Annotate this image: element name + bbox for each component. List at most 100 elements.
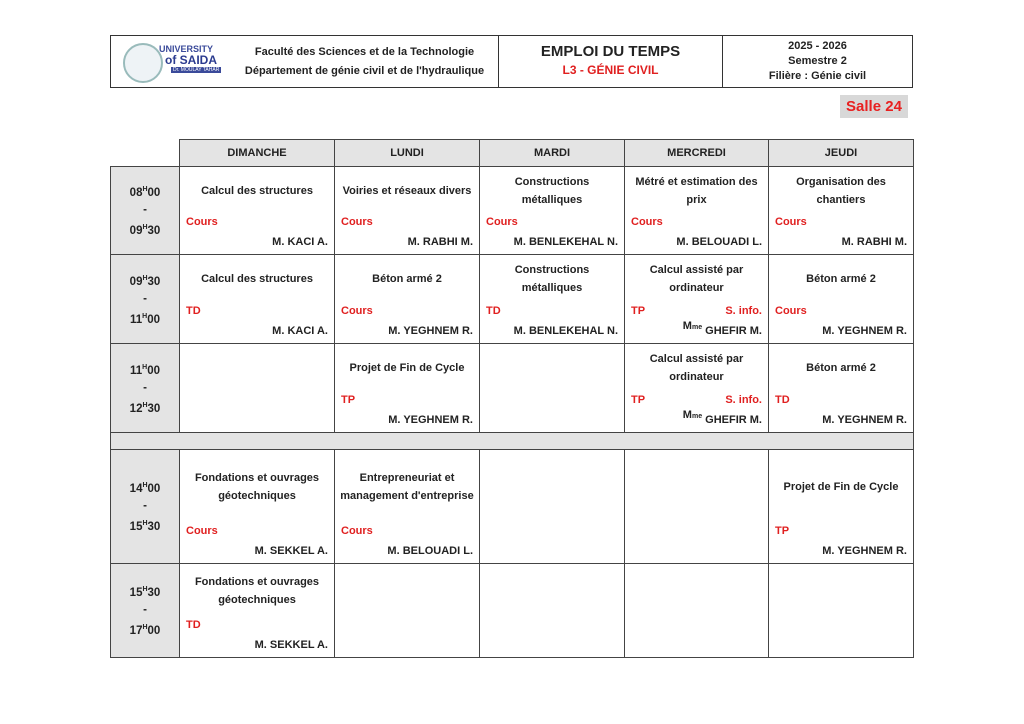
time-start: 08H00 [111, 181, 179, 202]
course-subject: Fondations et ouvrages géotechniques [194, 575, 320, 606]
session-type: Cours [486, 216, 518, 228]
teacher-title: M. [388, 325, 401, 337]
course-subject: Calcul assisté par ordinateur [649, 353, 744, 383]
course-cell: Calcul des structures TD M. KACI A. [179, 254, 335, 344]
session-type: TD [186, 305, 201, 317]
course-subject: Organisation des chantiers [796, 175, 886, 206]
course-subject: Voiries et réseaux divers [342, 184, 472, 197]
empty-cell [624, 449, 769, 564]
course-type-line: TD [480, 301, 624, 321]
time-slot-row: 11H00-12H30 Projet de Fin de Cycle TP M. YE… [110, 343, 914, 433]
course-type-line: TD [180, 301, 334, 321]
page-subtitle: L3 - GÉNIE CIVIL [562, 63, 659, 77]
course-cell: Béton armé 2 Cours M. YEGHNEM R. [334, 254, 480, 344]
teacher-name: SEKKEL A. [269, 639, 328, 651]
teacher: Mme GHEFIR M. [625, 409, 768, 432]
course: Calcul des structures TD M. KACI A. [180, 255, 334, 343]
hour: 09 [129, 224, 143, 237]
teacher-title: M. [676, 236, 689, 248]
teacher-name: RABHI M. [856, 236, 907, 248]
course-cell: Calcul assisté par ordinateur TP S. info. M… [624, 343, 769, 433]
minutes: 30 [147, 224, 161, 237]
course-subject: Fondations et ouvrages géotechniques [194, 471, 320, 502]
empty-cell [479, 449, 625, 564]
course-subject: Constructions métalliques [514, 264, 590, 294]
session-type: TD [486, 305, 501, 317]
hour-marker: H [142, 401, 148, 409]
session-type: Cours [341, 305, 373, 317]
course-subject: Béton armé 2 [806, 362, 876, 374]
minutes: 30 [147, 402, 161, 415]
logo-text: of SAIDA [165, 52, 217, 67]
session-room: S. info. [725, 305, 762, 317]
course-type-line: Cours [769, 212, 913, 232]
session-room: S. info. [725, 394, 762, 406]
teacher-name: BELOUADI L. [691, 236, 762, 248]
teacher-name: KACI A. [287, 236, 328, 248]
hour: 08 [129, 187, 143, 199]
course-subject: Béton armé 2 [806, 273, 876, 285]
course-cell: Constructions métalliques Cours M. BENLEKE… [479, 166, 625, 255]
course-cell: Voiries et réseaux divers Cours M. RABHI M… [334, 166, 480, 255]
course: Projet de Fin de Cycle TP M. YEGHNEM R. [335, 344, 479, 432]
time-separator: - [143, 604, 147, 616]
minutes: 30 [147, 275, 161, 288]
course-type-line: Cours [335, 521, 479, 541]
hour: 15 [129, 587, 143, 599]
hour: 12 [129, 402, 143, 415]
minutes: 30 [147, 520, 161, 533]
time-slot-row: 15H30-17H00 Fondations et ouvrages géotec… [110, 563, 914, 658]
teacher-title: M. [822, 414, 835, 426]
minutes: 00 [147, 364, 161, 377]
minutes: 00 [147, 187, 161, 199]
hour: 11 [129, 313, 143, 326]
teacher-name: YEGHNEM R. [403, 325, 473, 337]
teacher-title: M. [387, 545, 400, 557]
page-title: EMPLOI DU TEMPS [540, 43, 681, 60]
teacher-title: M. [513, 236, 526, 248]
day-header-jeudi: JEUDI [768, 139, 914, 167]
time-slot-row: 08H00-09H30 Calcul des structures Cours M. … [110, 166, 914, 255]
course-subject: Constructions métalliques [514, 175, 590, 206]
hour-marker: H [142, 624, 148, 631]
teacher: M. BENLEKEHAL N. [480, 232, 624, 254]
course-cell: Béton armé 2 Cours M. YEGHNEM R. [768, 254, 914, 344]
teacher-name: RABHI M. [422, 236, 473, 248]
session-type: Cours [775, 216, 807, 228]
teacher: M. YEGHNEM R. [335, 410, 479, 432]
time-start: 14H00 [111, 477, 179, 498]
course: Béton armé 2 Cours M. YEGHNEM R. [335, 255, 479, 343]
course-cell: Calcul assisté par ordinateur TP S. info. M… [624, 254, 769, 344]
course-type-line: TP S. info. [625, 301, 768, 321]
teacher: M. YEGHNEM R. [769, 410, 913, 432]
teacher: Mme GHEFIR M. [625, 320, 768, 343]
course-cell: Calcul des structures Cours M. KACI A. [179, 166, 335, 255]
teacher: M. RABHI M. [769, 232, 913, 254]
course-type-line: TP S. info. [625, 390, 768, 410]
course-subject: Projet de Fin de Cycle [349, 362, 465, 374]
course: Fondations et ouvrages géotechniques Cour… [180, 450, 334, 563]
course: Fondations et ouvrages géotechniques TD M.… [180, 564, 334, 657]
course-type-line: Cours [180, 521, 334, 541]
course: Entrepreneuriat et management d'entrepri… [335, 450, 479, 563]
break-row [110, 432, 914, 450]
teacher-name: GHEFIR M. [705, 325, 762, 337]
course: Béton armé 2 Cours M. YEGHNEM R. [769, 255, 913, 343]
department-name: Département de génie civil et de l'hydra… [244, 64, 485, 77]
day-header-mercredi: MERCREDI [624, 139, 769, 167]
teacher-name: YEGHNEM R. [837, 414, 907, 426]
document-header: UNIVERSITY of SAIDA Dr. MOULAY TAHAR Fac… [110, 35, 913, 88]
institution-block: UNIVERSITY of SAIDA Dr. MOULAY TAHAR Fac… [111, 36, 499, 87]
course: Organisation des chantiers Cours M. RABHI … [769, 167, 913, 254]
course-cell: Projet de Fin de Cycle TP M. YEGHNEM R. [334, 343, 480, 433]
session-type: Cours [341, 525, 373, 537]
timetable: DIMANCHE LUNDI MARDI MERCREDI JEUDI 08H00-09… [110, 139, 914, 658]
course-type-line: Cours [480, 212, 624, 232]
course-subject: Calcul assisté par ordinateur [649, 264, 744, 294]
course: Calcul des structures Cours M. KACI A. [180, 167, 334, 254]
empty-cell [479, 563, 625, 658]
time-end: 17H00 [111, 619, 179, 640]
hour-marker: H [142, 482, 148, 490]
minutes: 00 [147, 624, 161, 637]
teacher-title: M. [254, 639, 267, 651]
